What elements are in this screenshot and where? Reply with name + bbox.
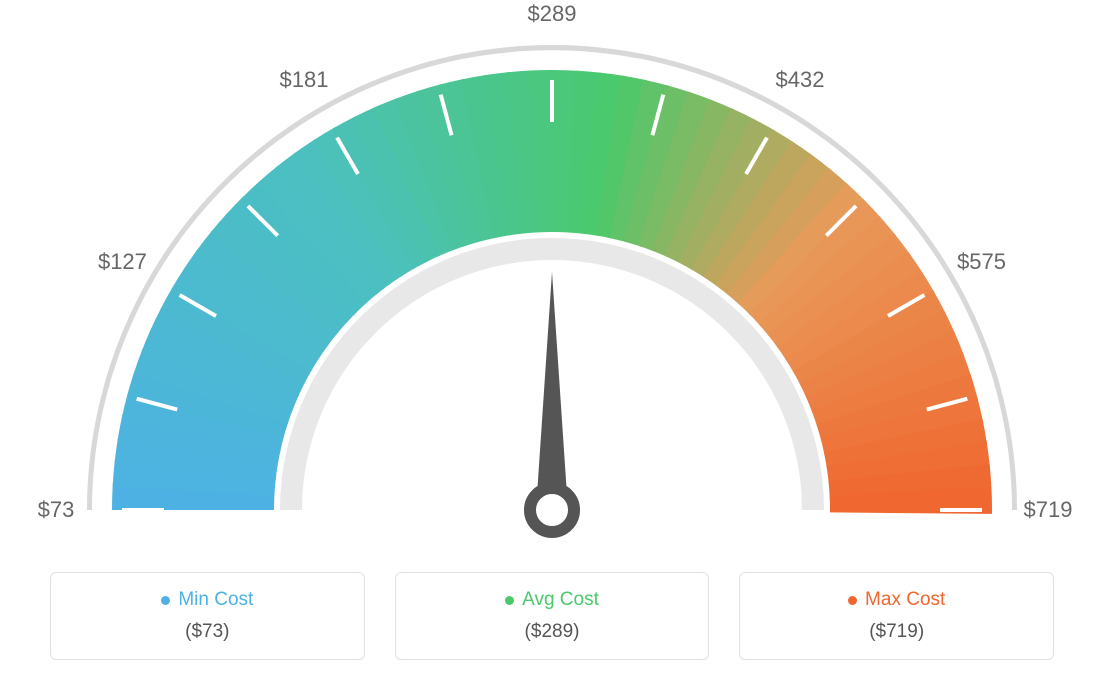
legend-label-max: Max Cost (750, 589, 1043, 611)
tick-label: $432 (776, 67, 825, 93)
legend: Min Cost ($73) Avg Cost ($289) Max Cost … (50, 572, 1054, 660)
legend-label-text: Max Cost (865, 589, 945, 611)
legend-value-max: ($719) (750, 621, 1043, 643)
dot-icon (848, 596, 857, 605)
legend-label-text: Avg Cost (522, 589, 599, 611)
legend-box-avg: Avg Cost ($289) (395, 572, 710, 660)
chart-container: $73 $127 $181 $289 $432 $575 $719 Min Cost ($7… (0, 0, 1104, 690)
gauge-chart: $73$127$181$289$432$575$719 (0, 10, 1104, 560)
tick-label: $181 (280, 67, 329, 93)
legend-value-min: ($73) (61, 621, 354, 643)
tick-label: $575 (957, 249, 1006, 275)
dot-icon (161, 596, 170, 605)
tick-label: $73 (38, 497, 75, 523)
tick-label: $719 (1024, 497, 1073, 523)
legend-label-avg: Avg Cost (406, 589, 699, 611)
tick-label: $127 (98, 249, 147, 275)
legend-value-avg: ($289) (406, 621, 699, 643)
dot-icon (505, 596, 514, 605)
legend-box-min: Min Cost ($73) (50, 572, 365, 660)
legend-box-max: Max Cost ($719) (739, 572, 1054, 660)
legend-label-min: Min Cost (61, 589, 354, 611)
gauge-svg (0, 10, 1104, 560)
legend-label-text: Min Cost (178, 589, 253, 611)
tick-label: $289 (528, 1, 577, 27)
